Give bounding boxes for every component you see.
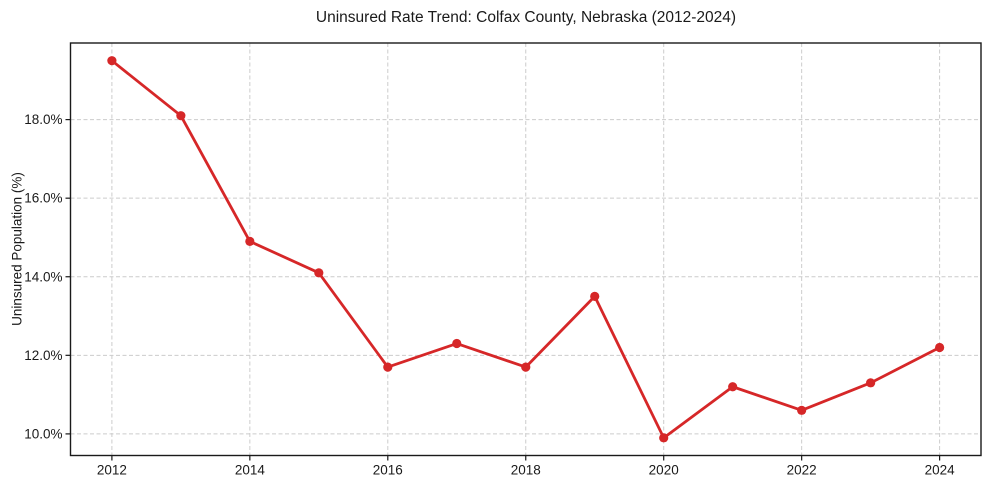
y-tick-label: 14.0% [24, 269, 62, 284]
y-axis: 10.0% 12.0% 14.0% 16.0% 18.0% [24, 112, 71, 441]
gridlines [70, 43, 981, 456]
x-tick-label: 2020 [649, 463, 679, 478]
data-point-marker [728, 382, 738, 392]
data-point-marker [935, 342, 945, 353]
chart-title: Uninsured Rate Trend: Colfax County, Neb… [315, 9, 737, 26]
data-point-marker [797, 405, 807, 415]
x-tick-label: 2018 [511, 463, 541, 478]
x-tick-label: 2022 [787, 463, 817, 478]
data-point-marker [452, 338, 462, 349]
x-tick-label: 2016 [373, 463, 403, 478]
data-point-marker [866, 378, 876, 388]
data-point-marker [521, 362, 531, 372]
data-point-marker [659, 433, 669, 443]
data-points [107, 56, 945, 443]
data-point-marker [314, 268, 324, 278]
data-point-marker [590, 291, 600, 301]
x-axis: 2012 2014 2016 2018 2020 2022 2024 [97, 455, 956, 478]
y-tick-label: 10.0% [24, 426, 62, 441]
data-point-marker [383, 362, 393, 372]
data-point-marker [245, 236, 255, 246]
y-tick-label: 18.0% [24, 112, 62, 127]
y-tick-label: 12.0% [24, 348, 62, 363]
y-tick-label: 16.0% [24, 191, 62, 206]
data-point-marker [176, 111, 186, 121]
data-point-marker [107, 56, 117, 66]
x-tick-label: 2014 [235, 463, 266, 478]
x-tick-label: 2012 [97, 463, 127, 478]
x-tick-label: 2024 [925, 463, 956, 478]
